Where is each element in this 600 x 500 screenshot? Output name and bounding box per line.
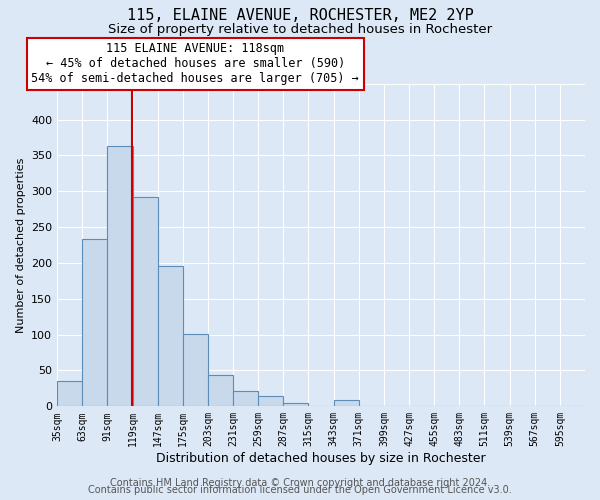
Bar <box>107 146 133 406</box>
Bar <box>283 404 308 406</box>
Bar <box>233 390 258 406</box>
Bar <box>208 375 233 406</box>
Text: Contains HM Land Registry data © Crown copyright and database right 2024.: Contains HM Land Registry data © Crown c… <box>110 478 490 488</box>
Bar <box>57 381 82 406</box>
Text: Size of property relative to detached houses in Rochester: Size of property relative to detached ho… <box>108 22 492 36</box>
Bar <box>258 396 283 406</box>
Bar <box>133 197 158 406</box>
Text: 115 ELAINE AVENUE: 118sqm
← 45% of detached houses are smaller (590)
54% of semi: 115 ELAINE AVENUE: 118sqm ← 45% of detac… <box>31 42 359 85</box>
Bar <box>334 400 359 406</box>
Text: Contains public sector information licensed under the Open Government Licence v3: Contains public sector information licen… <box>88 485 512 495</box>
Bar <box>183 334 208 406</box>
Bar <box>82 238 107 406</box>
Y-axis label: Number of detached properties: Number of detached properties <box>16 158 26 332</box>
Bar <box>158 266 183 406</box>
Text: 115, ELAINE AVENUE, ROCHESTER, ME2 2YP: 115, ELAINE AVENUE, ROCHESTER, ME2 2YP <box>127 8 473 22</box>
X-axis label: Distribution of detached houses by size in Rochester: Distribution of detached houses by size … <box>156 452 486 465</box>
